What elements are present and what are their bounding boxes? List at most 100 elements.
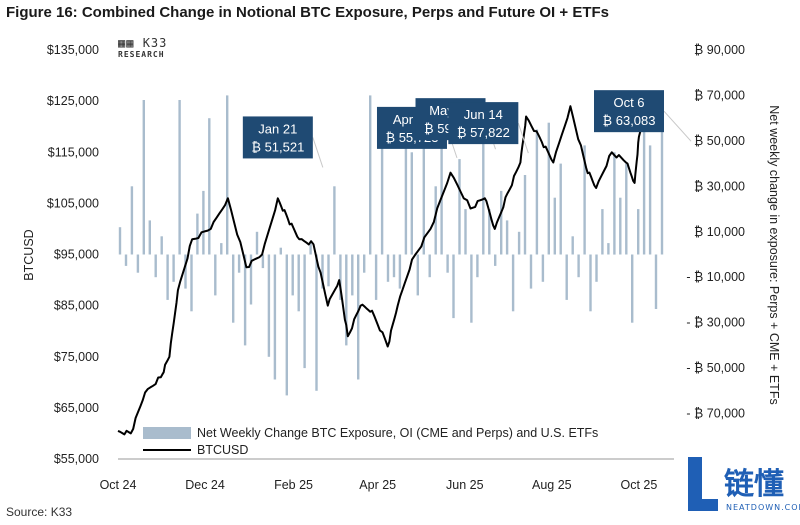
bar — [142, 100, 145, 255]
bar — [660, 90, 664, 255]
logo-subtitle: RESEARCH — [118, 50, 165, 59]
bar — [297, 254, 300, 312]
bar — [452, 254, 455, 319]
annotation-callout: Jun 14 ₿ 57,822 — [448, 102, 529, 154]
bar — [285, 254, 288, 396]
bar — [410, 152, 413, 255]
bar — [494, 254, 497, 266]
bar — [124, 254, 128, 266]
right-tick-label: - ₿ 30,000 — [686, 316, 745, 330]
bar — [130, 186, 134, 255]
bar — [261, 254, 265, 269]
bar — [553, 197, 556, 255]
callout-value: ₿ 51,521 — [251, 139, 304, 154]
bar — [345, 254, 348, 346]
k33-research-logo: ▦▦ K33 RESEARCH — [118, 36, 168, 60]
bar — [470, 254, 473, 323]
bar — [232, 254, 235, 323]
callout-date: Jan 21 — [258, 121, 297, 136]
right-axis-title: Net weekly change in exposure: Perps + C… — [767, 105, 781, 404]
bar — [625, 163, 628, 255]
bar — [434, 186, 437, 255]
bar — [589, 254, 592, 312]
bar — [642, 127, 646, 255]
left-tick-label: $125,000 — [47, 94, 99, 108]
bar — [648, 145, 652, 255]
left-tick-label: $55,000 — [54, 452, 99, 466]
bar — [243, 254, 247, 346]
bar — [249, 254, 253, 305]
bar — [369, 95, 372, 255]
bar — [309, 243, 312, 255]
callout-connector — [663, 110, 692, 142]
callout-date: Jun 14 — [464, 107, 503, 122]
x-tick-label: Dec 24 — [185, 478, 225, 492]
bar — [392, 254, 396, 278]
left-tick-label: $135,000 — [47, 43, 99, 57]
bar — [172, 254, 175, 282]
bar — [511, 254, 515, 312]
bar — [154, 254, 157, 278]
x-tick-label: Oct 25 — [620, 478, 657, 492]
left-tick-label: $95,000 — [54, 248, 99, 262]
bar — [541, 254, 545, 282]
bar — [178, 100, 181, 255]
callout-box — [242, 116, 313, 159]
bar — [559, 163, 562, 255]
bar — [500, 190, 503, 255]
bar — [374, 254, 378, 300]
btcusd-line — [117, 100, 647, 436]
bar — [363, 254, 366, 273]
legend-bar-label: Net Weekly Change BTC Exposure, OI (CME … — [197, 426, 598, 440]
bar — [237, 254, 241, 273]
annotation-callout: Jan 21 ₿ 51,521 — [242, 116, 324, 168]
right-tick-label: ₿ 50,000 — [694, 134, 745, 148]
bar — [404, 129, 408, 255]
bar — [571, 236, 574, 255]
bar — [613, 152, 616, 255]
watermark-l-icon — [688, 457, 718, 511]
callout-connector — [312, 137, 324, 168]
bar — [148, 220, 151, 255]
bar — [476, 254, 479, 278]
bar — [464, 209, 467, 255]
bar — [214, 254, 217, 296]
bar — [523, 175, 527, 255]
bar — [446, 254, 449, 273]
bar — [333, 186, 336, 255]
figure-title: Figure 16: Combined Change in Notional B… — [6, 4, 609, 21]
bar — [327, 254, 330, 287]
bar — [535, 129, 539, 255]
left-tick-label: $105,000 — [47, 196, 99, 210]
axes: $55,000 $65,000 $75,000 $85,000 $95,000 $105,… — [22, 43, 781, 492]
bar — [458, 159, 461, 255]
bar — [380, 113, 384, 255]
right-tick-label: - ₿ 50,000 — [686, 361, 745, 375]
callout-box — [448, 102, 519, 145]
bar — [202, 190, 205, 255]
bar — [321, 254, 324, 289]
bar — [505, 220, 509, 255]
bar — [577, 254, 580, 278]
bar — [339, 254, 342, 300]
callout-value: ₿ 57,822 — [457, 125, 510, 140]
bar — [619, 197, 622, 255]
bar — [255, 231, 259, 255]
bar — [416, 254, 419, 296]
bar — [631, 254, 634, 323]
logo-name: K33 — [142, 36, 168, 50]
bar — [386, 254, 390, 282]
bar — [398, 254, 402, 289]
bar — [291, 254, 294, 296]
bar — [226, 95, 229, 255]
bar — [166, 254, 169, 300]
left-tick-label: $65,000 — [54, 401, 99, 415]
right-tick-label: - ₿ 70,000 — [686, 407, 745, 421]
logo-grid-icon: ▦▦ — [118, 36, 143, 50]
callout-value: ₿ 63,083 — [603, 113, 656, 128]
bar — [184, 254, 187, 289]
bar — [118, 227, 122, 255]
left-tick-label: $115,000 — [48, 145, 99, 159]
x-tick-label: Feb 25 — [274, 478, 313, 492]
